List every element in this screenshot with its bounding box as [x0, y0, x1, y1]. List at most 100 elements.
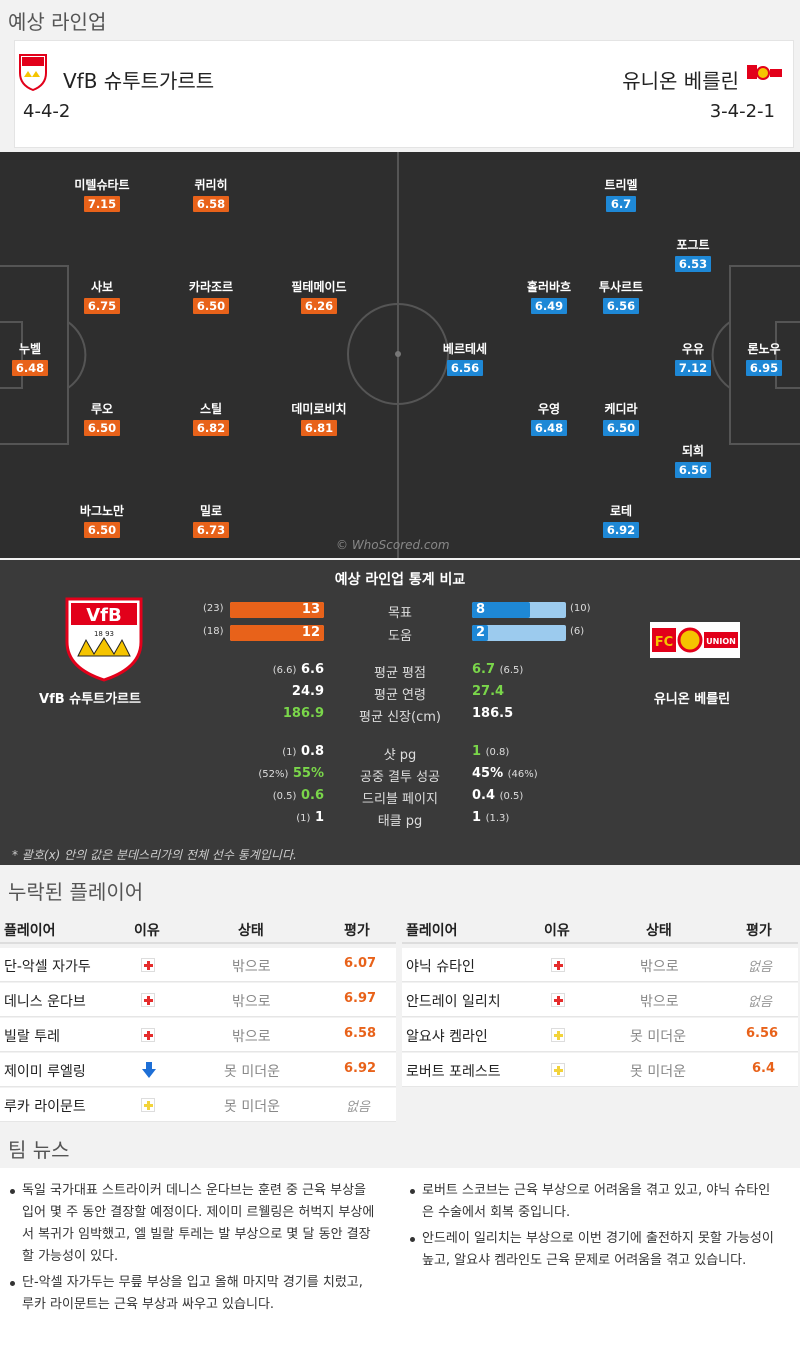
stat-label: 평균 평점: [374, 666, 426, 681]
away-assists-bar-track: [472, 625, 566, 641]
header-rating: 평가: [344, 923, 370, 939]
away-player[interactable]: 포그트 6.53: [674, 238, 712, 272]
doubtful-icon: [551, 1028, 565, 1042]
away-stat-value: 1 (1.3): [472, 810, 510, 825]
missing-row[interactable]: 제이미 루엘링 못 미더운 6.92: [0, 1053, 396, 1087]
home-stat-value: (1) 0.8: [282, 744, 324, 759]
goals-label: 목표: [388, 606, 412, 621]
home-player[interactable]: 밀로 6.73: [166, 502, 256, 538]
away-assists-bar: 2: [472, 625, 488, 641]
home-player[interactable]: 미텔슈타트 7.15: [74, 178, 130, 212]
stats-footnote: * 괄호(x) 안의 값은 분데스리가의 전체 선수 통계입니다.: [12, 848, 297, 862]
injury-icon: [141, 1028, 155, 1042]
home-stat-value: 186.9: [282, 706, 324, 721]
missing-row[interactable]: 알요샤 켐라인 못 미더운 6.56: [402, 1018, 798, 1052]
vfb-badge-icon: [19, 54, 47, 91]
union-large-badge-icon: FC UNION: [650, 622, 740, 658]
team-news: 독일 국가대표 스트라이커 데니스 운다브는 훈련 중 근육 부상을 입어 몇 …: [0, 1168, 800, 1345]
away-player[interactable]: 투사르트 6.56: [598, 280, 644, 314]
away-team-name[interactable]: 유니온 베를린: [622, 69, 739, 93]
missing-section-title: 누락된 플레이어: [8, 880, 144, 904]
away-player[interactable]: 베르테세 6.56: [442, 342, 488, 376]
home-assists-total: (18): [203, 626, 224, 637]
home-player[interactable]: 데미로비치 6.81: [291, 402, 347, 436]
injury-icon: [141, 958, 155, 972]
missing-row[interactable]: 빌랄 투레 밖으로 6.58: [0, 1018, 396, 1052]
away-formation: 3-4-2-1: [709, 101, 775, 122]
lineup-header: VfB 슈투트가르트 4-4-2 유니온 베를린 3-4-2-1: [14, 40, 794, 148]
home-player[interactable]: 필테메이드 6.26: [291, 280, 347, 314]
home-player[interactable]: 퀴리히 6.58: [192, 178, 230, 212]
missing-row[interactable]: 안드레이 일리치 밖으로 없음: [402, 983, 798, 1017]
svg-text:FC: FC: [655, 635, 673, 650]
home-player[interactable]: 누벨 6.48: [0, 340, 75, 376]
away-player[interactable]: 론노우 6.95: [745, 342, 783, 376]
home-formation: 4-4-2: [23, 101, 71, 122]
down-arrow-icon: [142, 1062, 156, 1078]
away-player[interactable]: 케디라 6.50: [602, 402, 640, 436]
home-player[interactable]: 스틸 6.82: [166, 400, 256, 436]
stats-title: 예상 라인업 통계 비교: [334, 572, 466, 588]
away-stat-value: 45% (46%): [472, 766, 538, 781]
watermark: © WhoScored.com: [336, 538, 450, 552]
missing-header-row-away: 플레이어 이유 상태 평가: [402, 910, 798, 944]
pitch: 누벨 6.48 사보 6.75 루오 6.50 바그노만 6.50 미텔슈타트 7.15 …: [0, 152, 800, 558]
home-stat-value: (0.5) 0.6: [272, 788, 324, 803]
lineup-section-title: 예상 라인업: [8, 10, 107, 34]
svg-text:VfB: VfB: [86, 605, 121, 626]
away-player[interactable]: 우영 6.48: [504, 400, 594, 436]
away-team-label: 유니온 베를린: [653, 692, 731, 707]
away-stat-value: 0.4 (0.5): [472, 788, 524, 803]
union-badge-icon: [745, 63, 783, 83]
away-goals-total: (10): [570, 603, 591, 614]
stat-label: 평균 신장(cm): [359, 710, 441, 725]
missing-row[interactable]: 야닉 슈타인 밖으로 없음: [402, 948, 798, 982]
stat-label: 평균 연령: [374, 688, 426, 703]
home-player[interactable]: 바그노만 6.50: [79, 504, 125, 538]
news-item: 안드레이 일리치는 부상으로 이번 경기에 출전하지 못할 가능성이 높고, 알…: [408, 1228, 780, 1272]
header-status: 상태: [646, 923, 672, 939]
news-item: 단-악셀 자가두는 무릎 부상을 입고 올해 마지막 경기를 치렀고, 루카 라…: [8, 1272, 376, 1316]
doubtful-icon: [141, 1098, 155, 1112]
home-team-label: VfB 슈투트가르트: [39, 692, 141, 707]
away-player[interactable]: 되희 6.56: [648, 442, 738, 478]
news-item: 독일 국가대표 스트라이커 데니스 운다브는 훈련 중 근육 부상을 입어 몇 …: [8, 1180, 376, 1268]
away-stat-value: 6.7 (6.5): [472, 662, 524, 677]
away-news-list: 로버트 스코브는 근육 부상으로 어려움을 겪고 있고, 야닉 슈타인은 수술에…: [408, 1180, 780, 1276]
home-stat-value: 24.9: [291, 684, 324, 699]
doubtful-icon: [551, 1063, 565, 1077]
away-player[interactable]: 홀러바흐 6.49: [526, 280, 572, 314]
stats-comparison: 예상 라인업 통계 비교 VfB 18 93 VfB 슈투트가르트 FC UNI…: [0, 560, 800, 865]
away-stat-value: 1 (0.8): [472, 744, 510, 759]
home-team-name[interactable]: VfB 슈투트가르트: [63, 69, 215, 93]
news-section-title: 팀 뉴스: [8, 1138, 70, 1162]
home-stat-value: (6.6) 6.6: [272, 662, 324, 677]
stat-label: 드리블 페이지: [362, 792, 438, 807]
home-stat-value: (1) 1: [296, 810, 324, 825]
away-player[interactable]: 로테 6.92: [576, 502, 666, 538]
missing-row[interactable]: 단-악셀 자가두 밖으로 6.07: [0, 948, 396, 982]
missing-row[interactable]: 루카 라이문트 못 미더운 없음: [0, 1088, 396, 1122]
header-rating: 평가: [746, 923, 772, 939]
assists-label: 도움: [388, 629, 412, 644]
away-goals-bar: 8: [472, 602, 530, 618]
svg-text:18 93: 18 93: [94, 630, 114, 638]
missing-row[interactable]: 데니스 운다브 밖으로 6.97: [0, 983, 396, 1017]
home-player[interactable]: 카라조르 6.50: [188, 280, 234, 314]
stat-label: 태클 pg: [377, 814, 423, 829]
away-stat-value: 186.5: [472, 706, 514, 721]
away-player[interactable]: 트리멜 6.7: [604, 178, 638, 212]
home-goals-total: (23): [203, 603, 224, 614]
away-player[interactable]: 우유 7.12: [648, 340, 738, 376]
home-player[interactable]: 루오 6.50: [57, 400, 147, 436]
injury-icon: [551, 993, 565, 1007]
header-player: 플레이어: [406, 923, 458, 939]
home-news-list: 독일 국가대표 스트라이커 데니스 운다브는 훈련 중 근육 부상을 입어 몇 …: [8, 1180, 376, 1320]
missing-row[interactable]: 로버트 포레스트 못 미더운 6.4: [402, 1053, 798, 1087]
stat-label: 공중 결투 성공: [359, 770, 441, 785]
home-assists-bar: 12: [230, 625, 324, 641]
injury-icon: [141, 993, 155, 1007]
news-item: 로버트 스코브는 근육 부상으로 어려움을 겪고 있고, 야닉 슈타인은 수술에…: [408, 1180, 780, 1224]
home-player[interactable]: 사보 6.75: [57, 278, 147, 314]
away-stat-value: 27.4: [472, 684, 505, 699]
